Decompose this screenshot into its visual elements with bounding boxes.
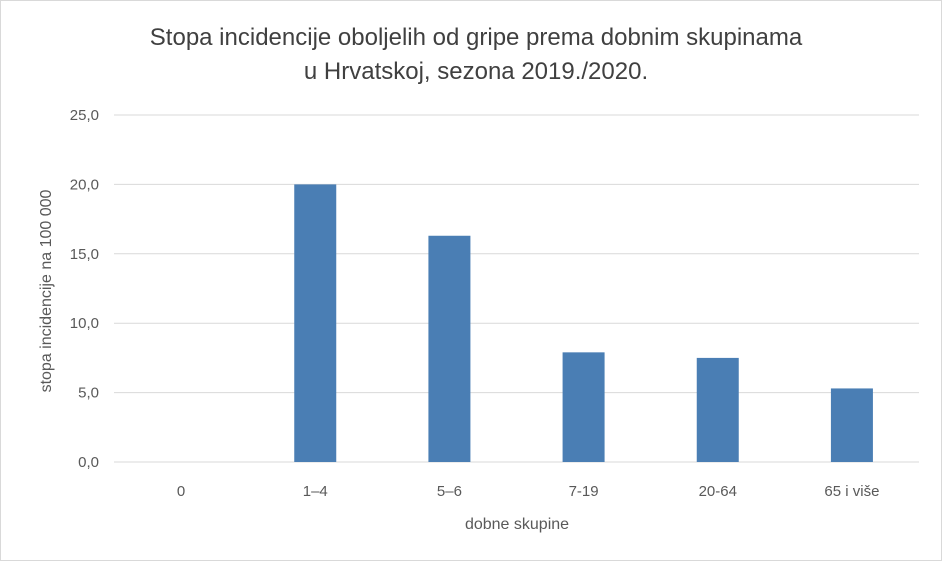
x-tick-label: 20-64: [699, 483, 737, 500]
x-tick-label: 7-19: [569, 483, 599, 500]
x-tick-label: 65 i više: [824, 483, 879, 500]
x-tick-label: 0: [177, 483, 185, 500]
x-tick-label: 1–4: [303, 483, 328, 500]
y-tick-label: 25,0: [70, 107, 99, 124]
bar: [562, 352, 605, 462]
bar: [830, 388, 873, 462]
bar: [696, 357, 739, 462]
y-tick-label: 10,0: [70, 315, 99, 332]
y-tick-label: 0,0: [78, 454, 99, 471]
y-tick-label: 15,0: [70, 246, 99, 263]
gridlines: [114, 114, 919, 463]
y-tick-label: 20,0: [70, 176, 99, 193]
bar: [428, 235, 471, 462]
y-axis-title: stopa incidencije na 100 000: [38, 189, 55, 392]
x-axis-title: dobne skupine: [465, 516, 569, 533]
bar: [294, 184, 337, 462]
x-tick-label: 5–6: [437, 483, 462, 500]
y-tick-label: 5,0: [78, 385, 99, 402]
chart-title: Stopa incidencije oboljelih od gripe pre…: [149, 24, 803, 51]
bars: [294, 184, 873, 462]
x-tick-labels: 0 1–4 5–6 7-19 20-64 65 i više: [177, 483, 880, 500]
chart-subtitle: u Hrvatskoj, sezona 2019./2020.: [303, 58, 649, 85]
y-tick-labels: 0,0 5,0 10,0 15,0 20,0 25,0: [70, 107, 99, 471]
